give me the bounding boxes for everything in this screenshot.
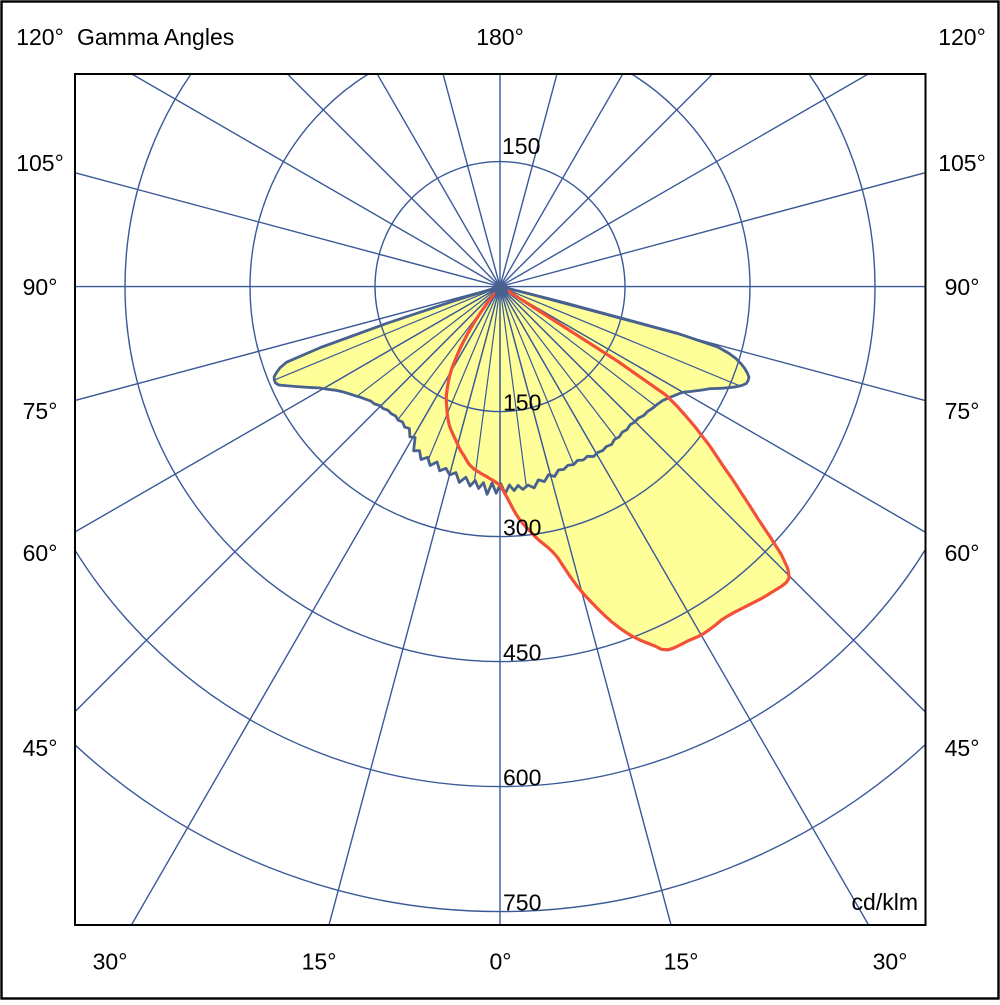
svg-text:Gamma Angles: Gamma Angles — [77, 24, 234, 50]
svg-text:300: 300 — [503, 515, 541, 541]
svg-text:45°: 45° — [945, 735, 980, 761]
svg-text:120°: 120° — [938, 24, 986, 50]
svg-text:15°: 15° — [302, 949, 337, 975]
svg-text:45°: 45° — [23, 735, 58, 761]
svg-text:60°: 60° — [945, 540, 980, 566]
svg-text:30°: 30° — [873, 949, 908, 975]
svg-text:30°: 30° — [93, 949, 128, 975]
svg-text:150: 150 — [503, 390, 541, 416]
svg-text:750: 750 — [503, 890, 541, 916]
svg-text:120°: 120° — [16, 24, 64, 50]
svg-text:60°: 60° — [23, 540, 58, 566]
svg-text:75°: 75° — [945, 398, 980, 424]
svg-text:600: 600 — [503, 765, 541, 791]
svg-text:90°: 90° — [945, 274, 980, 300]
svg-text:15°: 15° — [664, 949, 699, 975]
svg-text:450: 450 — [503, 640, 541, 666]
svg-text:180°: 180° — [476, 24, 524, 50]
svg-text:cd/klm: cd/klm — [852, 889, 918, 915]
svg-text:150: 150 — [502, 133, 540, 159]
svg-text:105°: 105° — [16, 150, 64, 176]
svg-text:105°: 105° — [938, 150, 986, 176]
svg-text:75°: 75° — [23, 398, 58, 424]
svg-text:90°: 90° — [23, 274, 58, 300]
svg-text:0°: 0° — [490, 949, 512, 975]
